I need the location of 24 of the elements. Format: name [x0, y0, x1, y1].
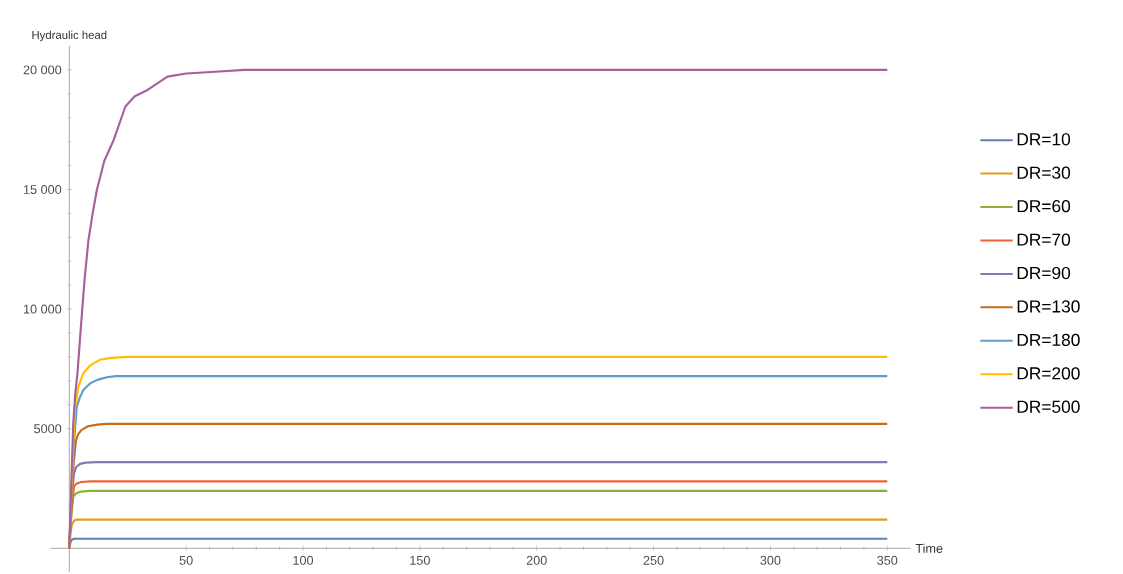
x-tick-label: 350: [877, 555, 898, 565]
y-tick-label: 5000: [34, 424, 62, 434]
legend-label: DR=70: [1017, 233, 1071, 246]
legend-label: DR=200: [1017, 367, 1080, 380]
x-tick-label: 50: [179, 555, 193, 565]
line-series: [68, 537, 889, 550]
legend-label: DR=500: [1017, 400, 1080, 413]
y-tick-label: 10 000: [23, 304, 62, 314]
y-axis-title: Hydraulic head: [32, 30, 107, 42]
legend-label: DR=10: [1017, 133, 1071, 146]
x-tick-label: 250: [643, 555, 664, 565]
x-tick-label: 300: [760, 555, 781, 565]
y-tick-label: 20 000: [23, 65, 62, 75]
x-tick-label: 150: [410, 555, 430, 565]
legend-label: DR=90: [1017, 266, 1071, 280]
y-tick-label: 15 000: [23, 185, 62, 194]
legend-label: DR=30: [1017, 166, 1071, 179]
legend-label: DR=60: [1017, 200, 1071, 213]
x-tick-label: 200: [526, 555, 547, 565]
x-tick-label: 100: [293, 555, 314, 565]
x-axis-title: Time: [915, 543, 943, 553]
legend-label: DR=180: [1017, 333, 1080, 347]
legend-label: DR=130: [1017, 300, 1080, 313]
line-series: [68, 68, 889, 550]
